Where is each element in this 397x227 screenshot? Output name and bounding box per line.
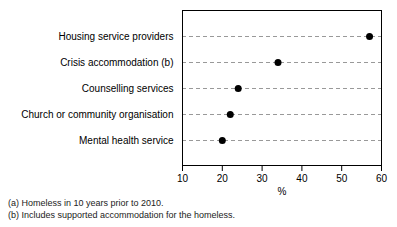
html-text:(b) Includes supported accommo: (b) Includes supported accommodation for…: [8, 210, 236, 220]
svg-text:%: %: [278, 186, 287, 197]
svg-text:50: 50: [336, 173, 348, 184]
svg-text:Church or community organisati: Church or community organisation: [21, 109, 173, 120]
svg-text:30: 30: [257, 173, 269, 184]
svg-text:Counselling services: Counselling services: [82, 83, 174, 94]
svg-text:60: 60: [376, 173, 388, 184]
svg-text:20: 20: [217, 173, 229, 184]
svg-text:10: 10: [177, 173, 189, 184]
svg-text:Housing service providers: Housing service providers: [58, 31, 173, 42]
html-text:(a) Homeless in 10 years prior: (a) Homeless in 10 years prior to 2010.: [8, 198, 164, 208]
svg-text:Mental health service: Mental health service: [79, 135, 174, 146]
svg-text:Crisis accommodation (b): Crisis accommodation (b): [60, 57, 173, 68]
svg-text:40: 40: [296, 173, 308, 184]
